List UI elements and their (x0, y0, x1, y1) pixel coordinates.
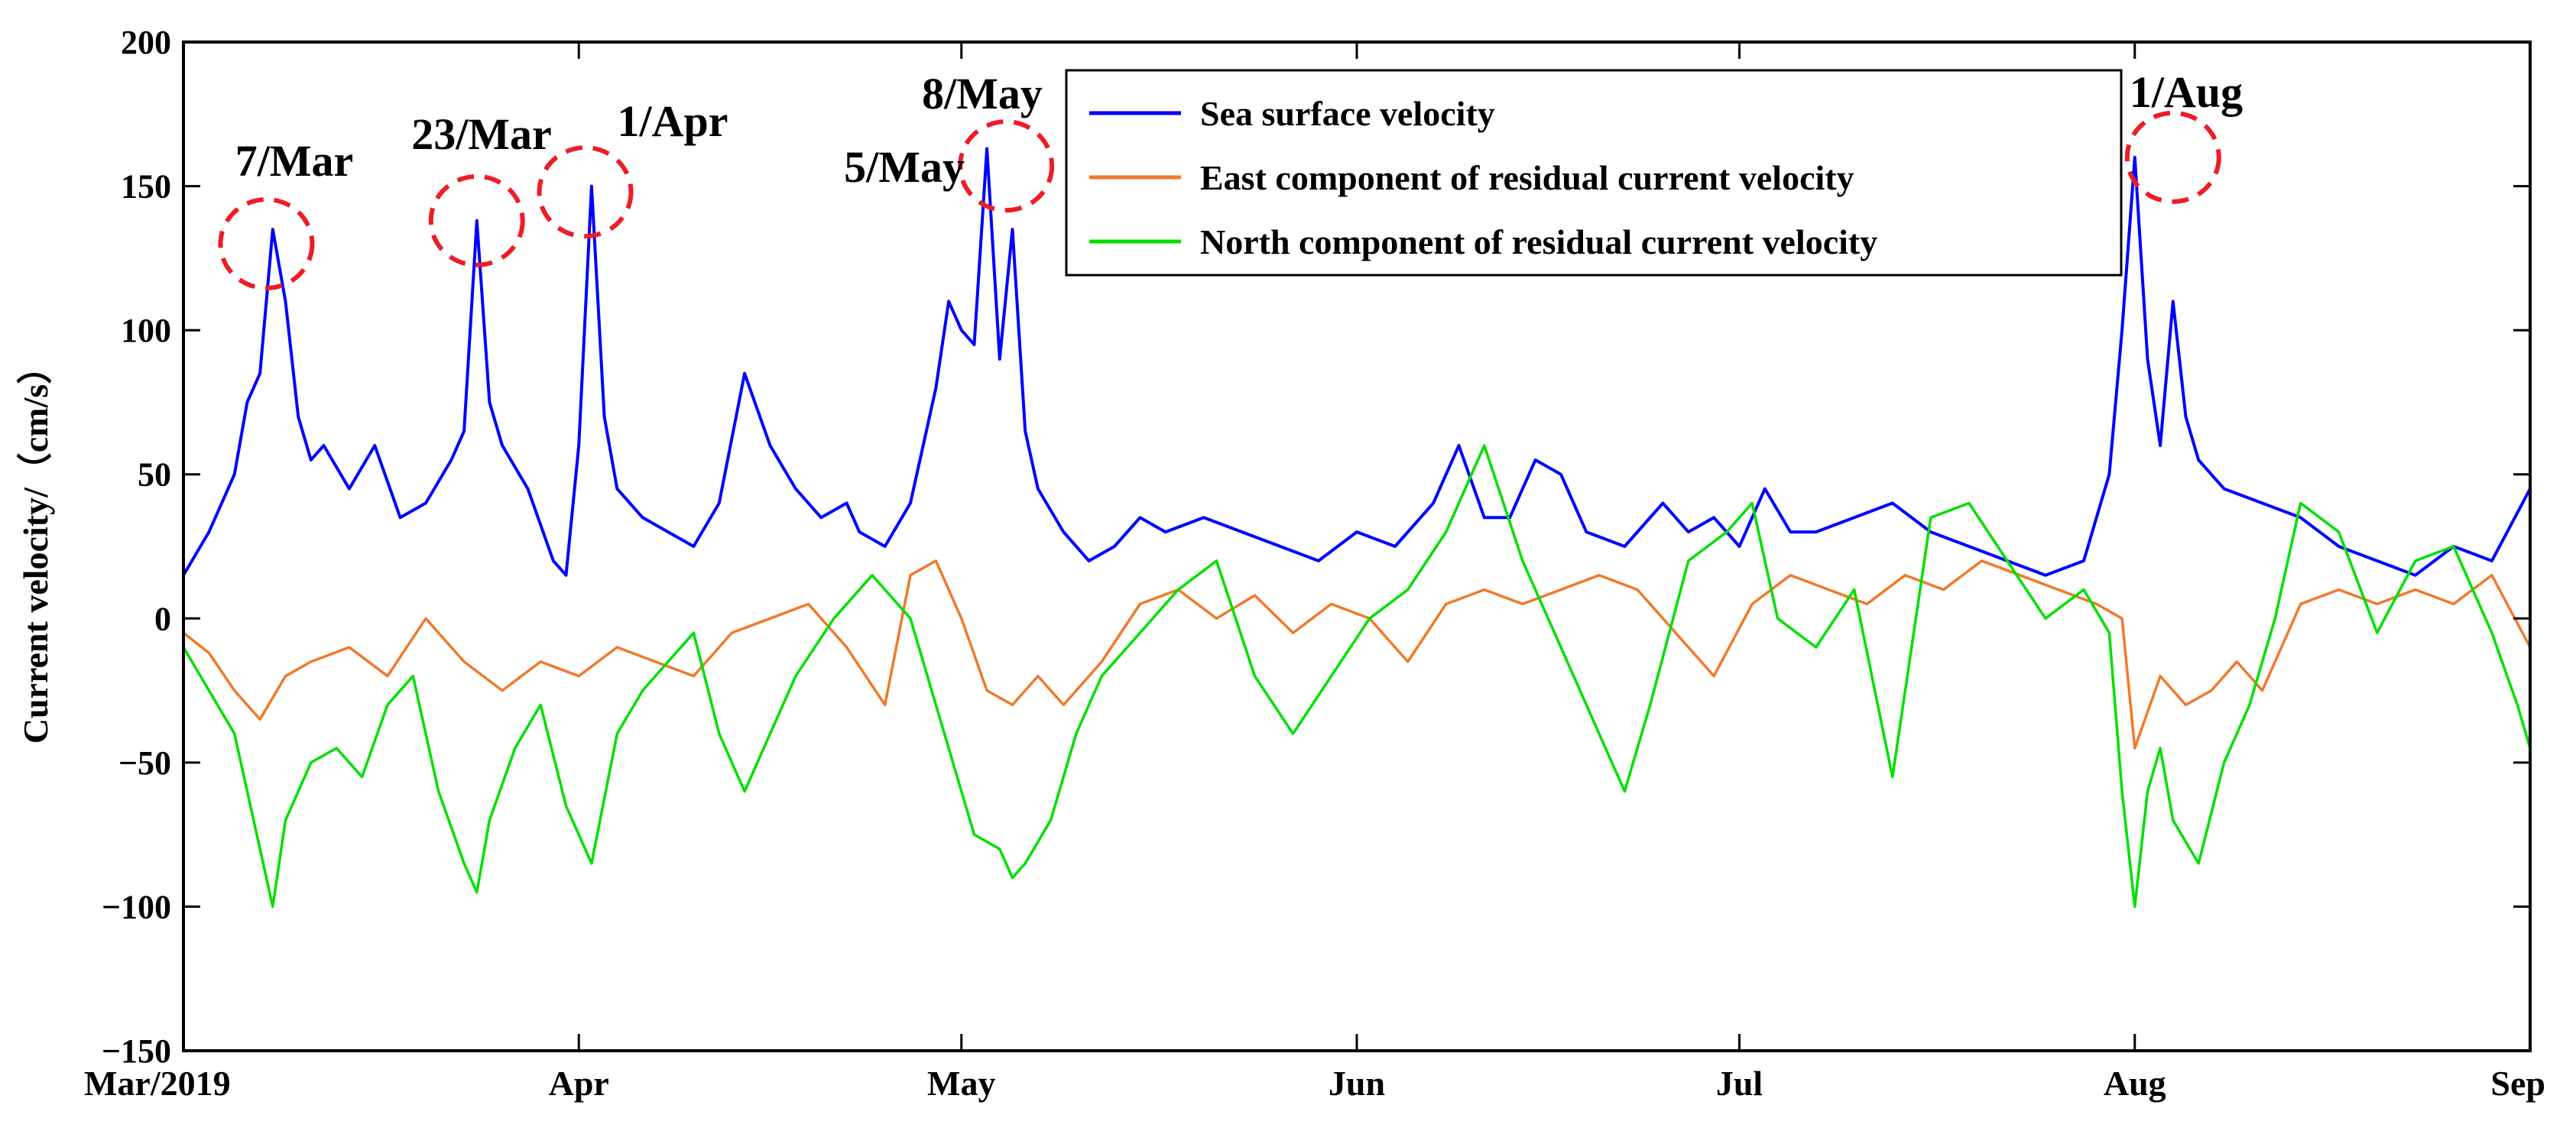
x-tick-label: Apr (549, 1064, 609, 1103)
peak-label: 23/Mar (411, 109, 552, 159)
x-tick-label: Mar/2019 (84, 1064, 231, 1103)
peak-circle (537, 145, 634, 239)
y-tick-label: 100 (121, 312, 171, 349)
series-line-1 (182, 147, 2532, 577)
peak-circle (218, 197, 315, 290)
y-tick-label: 200 (121, 24, 171, 61)
series-layer (182, 147, 2532, 909)
annotation-layer: 7/Mar 23/Mar 1/Apr 5/May 8/May 1/Aug (218, 67, 2243, 290)
y-tick-label: −100 (102, 888, 171, 925)
x-tick-label: Sep (2490, 1064, 2545, 1103)
x-tick-label: May (927, 1064, 995, 1103)
x-tick-label: Jun (1329, 1064, 1385, 1103)
y-tick-label: −150 (102, 1032, 171, 1070)
legend-label: Sea surface velocity (1200, 94, 1495, 133)
peak-label: 7/Mar (235, 136, 354, 186)
y-axis-label: Current velocity/（cm/s） (16, 349, 55, 744)
x-tick-label: Jul (1716, 1064, 1763, 1103)
axes-layer: −150 −100 −50 0 50 100 150 200 Mar/2019 Apr May Jun… (84, 24, 2545, 1103)
peak-circle (2124, 110, 2221, 204)
peak-circle (428, 173, 525, 267)
y-tick-label: 0 (154, 600, 171, 637)
legend-box (1065, 69, 2123, 277)
peak-circle (958, 119, 1055, 213)
legend-label: East component of residual current veloc… (1200, 158, 1854, 197)
x-tick-label: Aug (2104, 1064, 2166, 1103)
y-tick-label: −50 (118, 744, 171, 782)
series-line-3 (182, 444, 2532, 909)
series-line-2 (182, 559, 2532, 750)
y-tick-label: 50 (138, 456, 171, 494)
peak-label: 5/May (844, 142, 965, 192)
y-tick-label: 150 (121, 168, 171, 206)
peak-label: 1/Apr (618, 96, 728, 146)
peak-label: 8/May (922, 69, 1043, 118)
peak-label: 1/Aug (2130, 67, 2243, 117)
legend-label: North component of residual current velo… (1200, 222, 1877, 261)
legend: Sea surface velocity East component of re… (1065, 69, 2123, 277)
